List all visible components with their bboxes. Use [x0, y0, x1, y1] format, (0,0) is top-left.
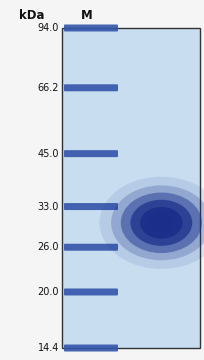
Bar [62, 28, 200, 348]
Text: 26.0: 26.0 [38, 242, 59, 252]
FancyBboxPatch shape [64, 150, 118, 157]
Text: 94.0: 94.0 [38, 23, 59, 33]
Text: kDa: kDa [19, 9, 45, 22]
Ellipse shape [111, 185, 204, 260]
FancyBboxPatch shape [64, 84, 118, 91]
FancyBboxPatch shape [64, 288, 118, 296]
Ellipse shape [100, 177, 204, 269]
FancyBboxPatch shape [64, 24, 118, 31]
Text: 14.4: 14.4 [38, 343, 59, 353]
Text: 66.2: 66.2 [38, 83, 59, 93]
Ellipse shape [140, 207, 183, 239]
FancyBboxPatch shape [64, 345, 118, 351]
Ellipse shape [130, 200, 192, 246]
Ellipse shape [149, 213, 174, 232]
FancyBboxPatch shape [64, 203, 118, 210]
Text: 33.0: 33.0 [38, 202, 59, 212]
Text: 45.0: 45.0 [38, 149, 59, 159]
Text: 20.0: 20.0 [38, 287, 59, 297]
Ellipse shape [121, 193, 202, 253]
Text: M: M [81, 9, 93, 22]
FancyBboxPatch shape [64, 244, 118, 251]
